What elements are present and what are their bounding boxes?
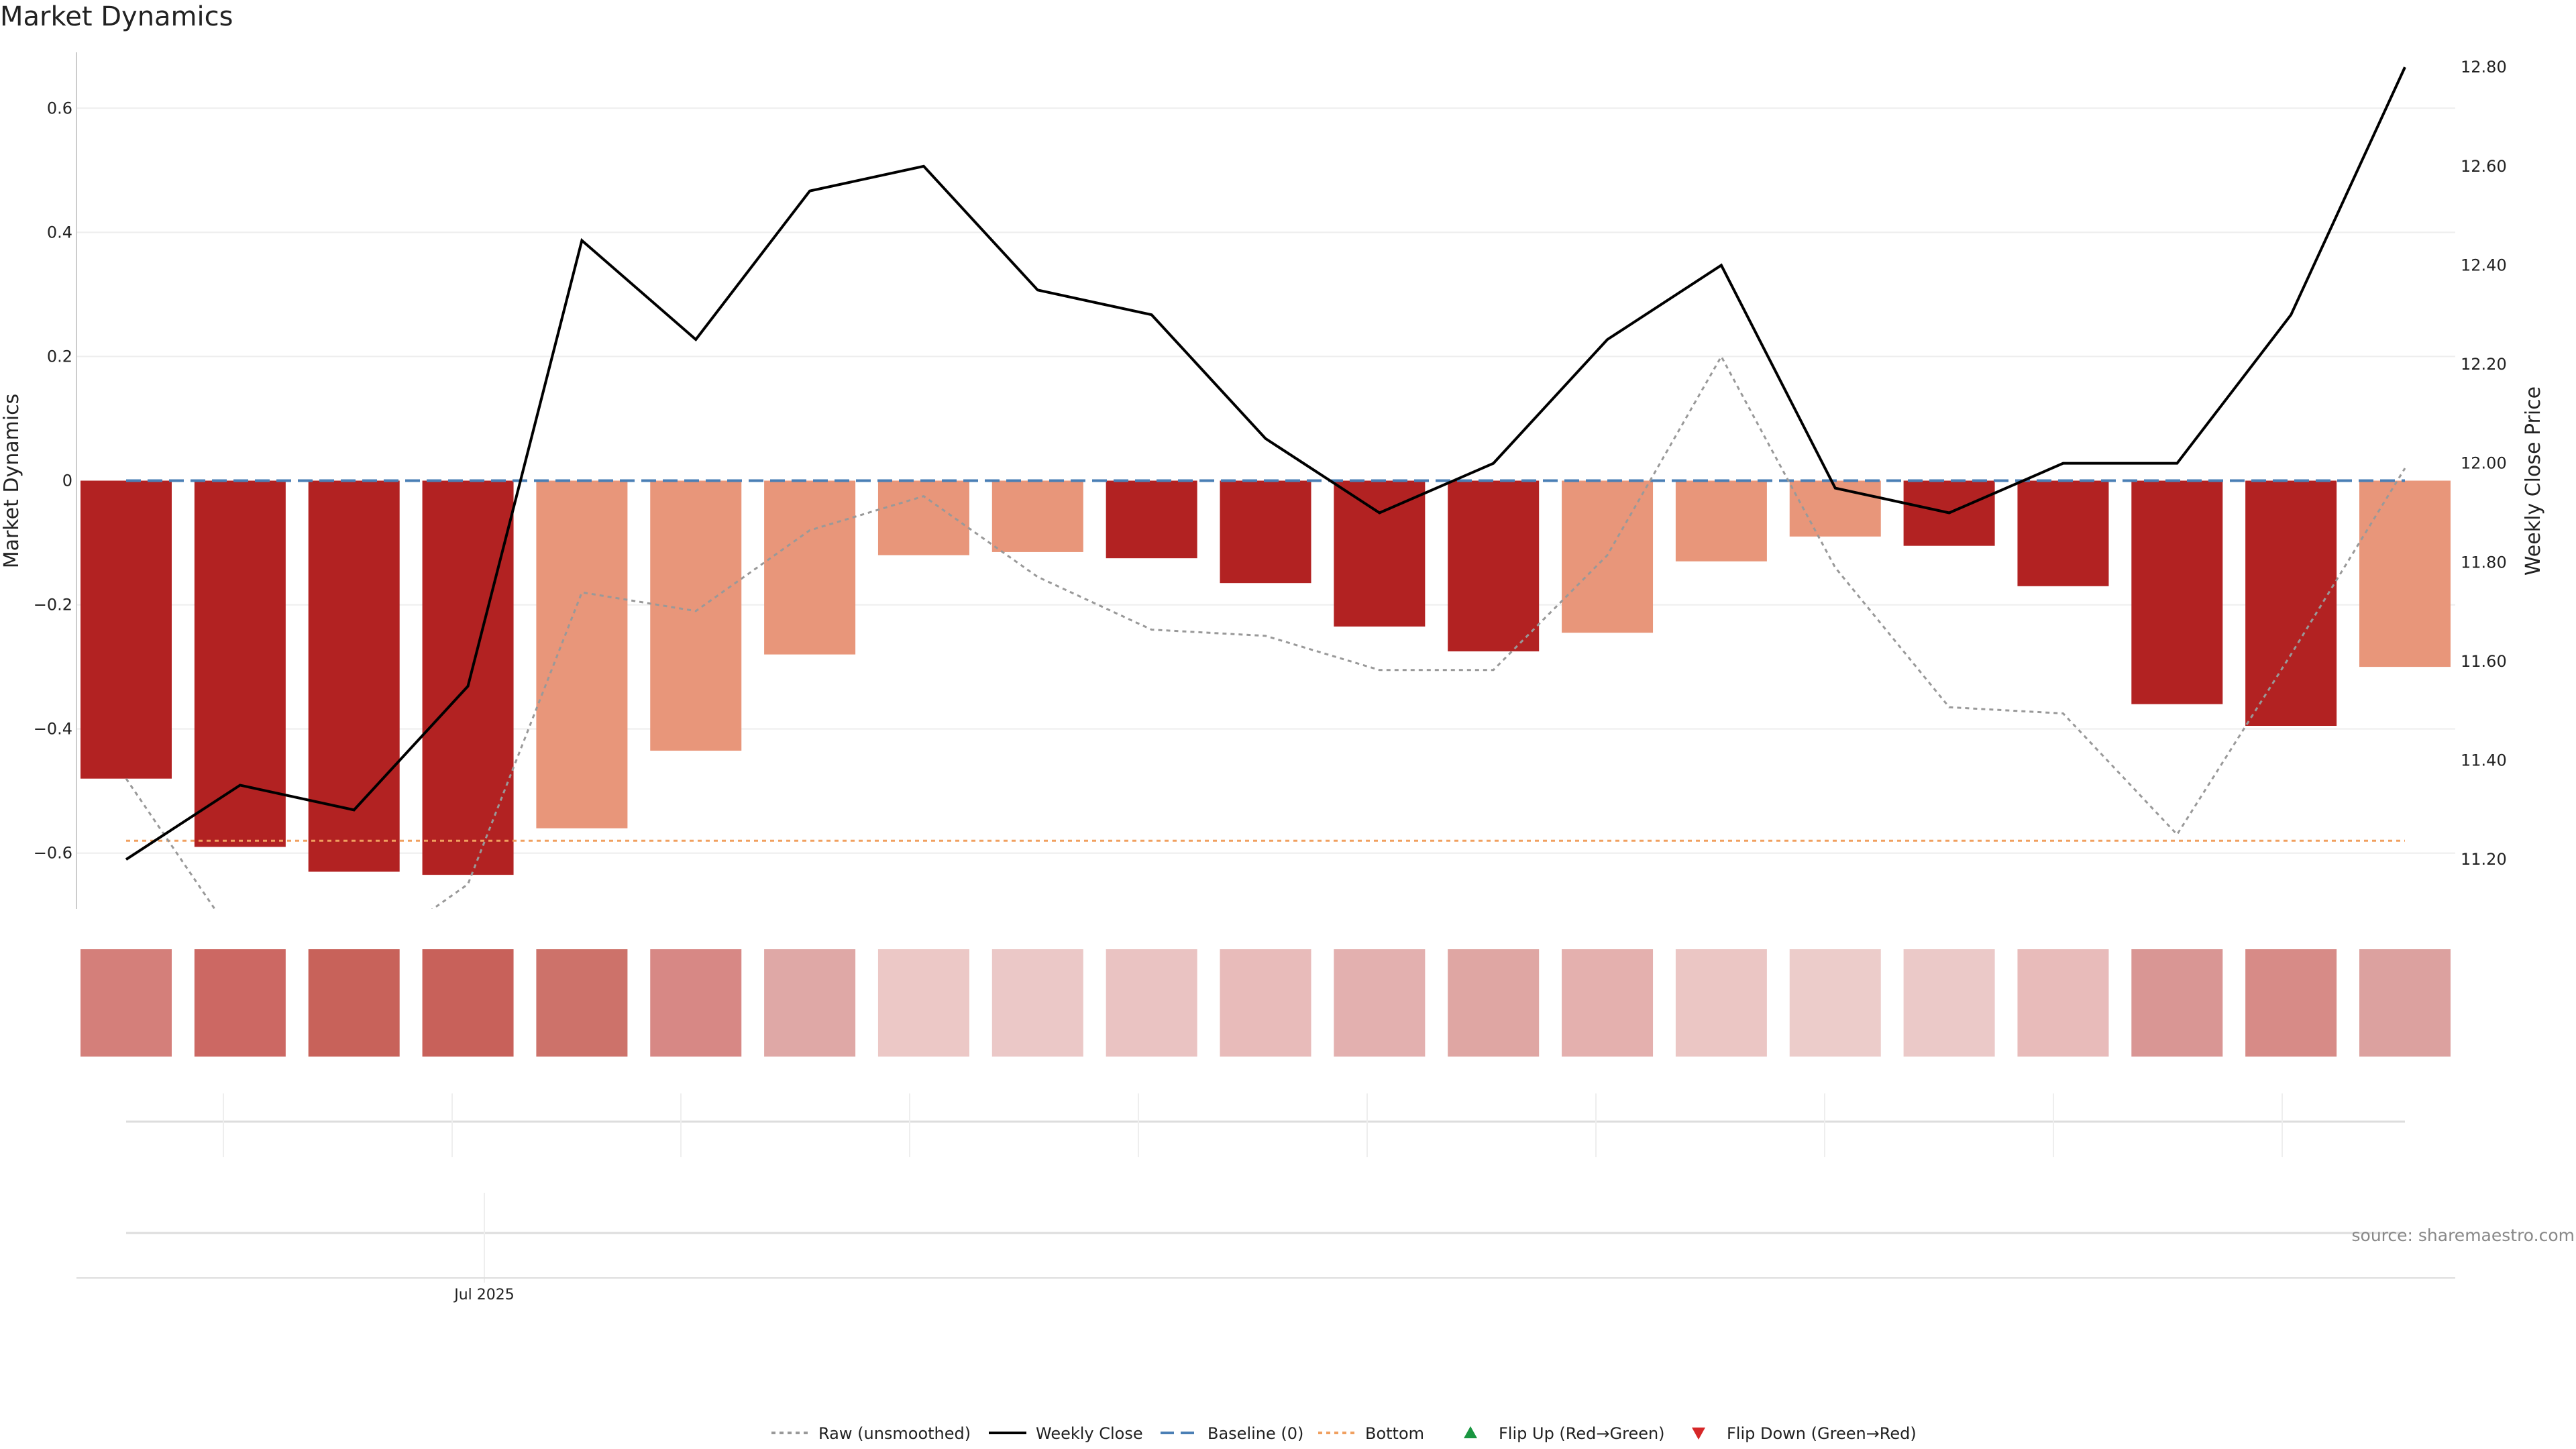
market-dynamics-bar bbox=[308, 480, 400, 872]
market-dynamics-bar bbox=[877, 480, 969, 555]
heatmap-cell bbox=[1334, 949, 1426, 1057]
market-dynamics-bar bbox=[991, 480, 1083, 552]
y2-tick-label: 12.80 bbox=[2461, 58, 2507, 76]
raw-unsmoothed-line bbox=[125, 354, 2406, 909]
y-tick-label: −0.4 bbox=[34, 720, 72, 739]
legend-item: Raw (unsmoothed) bbox=[771, 1424, 971, 1443]
legend-label: Raw (unsmoothed) bbox=[818, 1424, 971, 1443]
flip-down-icon bbox=[1692, 1428, 1705, 1440]
market-dynamics-bar bbox=[2359, 480, 2451, 667]
market-dynamics-bar bbox=[764, 480, 856, 655]
y-axis-title: Market Dynamics bbox=[0, 394, 23, 569]
weekly-close-line bbox=[125, 66, 2406, 861]
market-dynamics-bar bbox=[2131, 480, 2223, 704]
heatmap-strip bbox=[80, 949, 2451, 1057]
x-tick-label-jul-2025: Jul 2025 bbox=[453, 1287, 515, 1303]
heatmap-cell bbox=[80, 949, 172, 1057]
market-dynamics-bar bbox=[1334, 480, 1426, 627]
y2-tick-label: 12.20 bbox=[2461, 355, 2507, 374]
y-tick-label: −0.2 bbox=[34, 596, 72, 614]
heatmap-cell bbox=[1106, 949, 1197, 1057]
legend-item: Flip Down (Green→Red) bbox=[1692, 1424, 1917, 1443]
y2-tick-label: 12.40 bbox=[2461, 256, 2507, 274]
heatmap-cell bbox=[1675, 949, 1767, 1057]
heatmap-cell bbox=[650, 949, 742, 1057]
y2-tick-label: 12.00 bbox=[2461, 454, 2507, 473]
timeline-panel-1 bbox=[126, 1093, 2405, 1157]
legend-item: Weekly Close bbox=[989, 1424, 1143, 1443]
heatmap-cell bbox=[764, 949, 856, 1057]
y2-axis-title: Weekly Close Price bbox=[2522, 386, 2545, 576]
market-dynamics-bar bbox=[1562, 480, 1654, 633]
y2-axis-ticks: 12.80 12.60 12.40 12.20 12.00 11.80 11.60 11.40… bbox=[2461, 58, 2507, 869]
y2-tick-label: 11.80 bbox=[2461, 553, 2507, 572]
source-note: source: sharemaestro.com bbox=[2352, 1226, 2575, 1245]
chart-title: Market Dynamics bbox=[0, 1, 233, 32]
legend-item: Flip Up (Red→Green) bbox=[1464, 1424, 1665, 1443]
legend-item: Bottom bbox=[1318, 1424, 1424, 1443]
market-dynamics-bar bbox=[2017, 480, 2109, 586]
legend-label: Weekly Close bbox=[1036, 1424, 1143, 1443]
y-tick-label: −0.6 bbox=[34, 844, 72, 863]
heatmap-cell bbox=[194, 949, 286, 1057]
market-dynamics-bar bbox=[1106, 480, 1197, 559]
market-dynamics-bar bbox=[1675, 480, 1767, 561]
market-dynamics-bar bbox=[536, 480, 628, 828]
y-tick-label: 0.4 bbox=[47, 223, 72, 241]
heatmap-cell bbox=[2359, 949, 2451, 1057]
legend-item: Baseline (0) bbox=[1161, 1424, 1303, 1443]
heatmap-cell bbox=[877, 949, 969, 1057]
heatmap-cell bbox=[2131, 949, 2223, 1057]
heatmap-cell bbox=[2017, 949, 2109, 1057]
y-tick-label: 0.2 bbox=[47, 347, 72, 366]
timeline-panel-2 bbox=[76, 1193, 2455, 1283]
market-dynamics-bar bbox=[650, 480, 742, 751]
market-dynamics-bar bbox=[1448, 480, 1540, 651]
bars bbox=[80, 480, 2451, 875]
heatmap-cell bbox=[1789, 949, 1881, 1057]
market-dynamics-bar bbox=[80, 480, 172, 779]
market-dynamics-bar bbox=[1789, 480, 1881, 537]
y-axis-ticks: 0.6 0.4 0.2 0 −0.2 −0.4 −0.6 bbox=[34, 99, 72, 862]
heatmap-cell bbox=[536, 949, 628, 1057]
market-dynamics-bar bbox=[2245, 480, 2337, 727]
heatmap-cell bbox=[1903, 949, 1995, 1057]
heatmap-cell bbox=[1220, 949, 1311, 1057]
y2-tick-label: 11.60 bbox=[2461, 652, 2507, 671]
legend: Raw (unsmoothed) Weekly Close Baseline (0)… bbox=[771, 1424, 1917, 1443]
series-lines bbox=[125, 66, 2406, 909]
legend-label: Bottom bbox=[1365, 1424, 1424, 1443]
y2-tick-label: 11.20 bbox=[2461, 850, 2507, 869]
heatmap-cell bbox=[991, 949, 1083, 1057]
market-dynamics-bar bbox=[422, 480, 514, 875]
legend-label: Flip Up (Red→Green) bbox=[1499, 1424, 1665, 1443]
heatmap-cell bbox=[2245, 949, 2337, 1057]
y2-tick-label: 11.40 bbox=[2461, 751, 2507, 770]
heatmap-cell bbox=[308, 949, 400, 1057]
y-tick-label: 0.6 bbox=[47, 99, 72, 117]
legend-label: Flip Down (Green→Red) bbox=[1727, 1424, 1917, 1443]
heatmap-cell bbox=[1562, 949, 1654, 1057]
y2-tick-label: 12.60 bbox=[2461, 157, 2507, 176]
y-tick-label: 0 bbox=[62, 472, 72, 490]
heatmap-cell bbox=[1448, 949, 1540, 1057]
flip-up-icon bbox=[1464, 1426, 1477, 1438]
legend-label: Baseline (0) bbox=[1208, 1424, 1303, 1443]
market-dynamics-bar bbox=[1220, 480, 1311, 584]
heatmap-cell bbox=[422, 949, 514, 1057]
